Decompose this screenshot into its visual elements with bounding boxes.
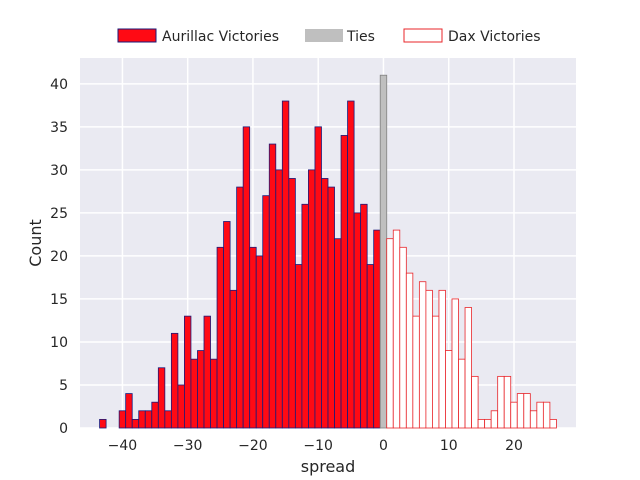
bar-series2-x2 — [392, 229, 401, 429]
x-tick-label: 20 — [505, 438, 523, 454]
bar-series0-x-21 — [242, 126, 251, 429]
bar-series0-x-18 — [262, 195, 270, 429]
x-tick-label: 0 — [379, 438, 388, 454]
bar-series0-x-43 — [99, 418, 107, 429]
bar-series0-x-28 — [197, 350, 205, 429]
bar-series0-x-1 — [373, 229, 381, 429]
legend-label-dax: Dax Victories — [448, 29, 541, 45]
bar-series0-x-39 — [125, 393, 133, 429]
y-tick-label: 30 — [50, 163, 68, 179]
bar-series0-x-11 — [308, 169, 316, 429]
bar-series2-x16 — [484, 418, 492, 429]
legend-label-aurillac: Aurillac Victories — [162, 29, 279, 45]
y-tick-label: 35 — [50, 120, 68, 136]
bar-series0-x-4 — [353, 212, 362, 429]
bar-series2-x4 — [405, 272, 414, 429]
bar-series0-x-30 — [184, 315, 192, 429]
bar-series2-x17 — [490, 410, 499, 429]
bar-series2-x19 — [503, 375, 512, 429]
y-tick-label: 25 — [50, 206, 68, 222]
bar-series2-x20 — [510, 401, 518, 429]
bar-series0-x-9 — [321, 178, 329, 429]
bar-series0-x-37 — [138, 410, 146, 429]
bar-series0-x-10 — [314, 126, 322, 429]
bar-series0-x-15 — [281, 100, 290, 429]
bar-series0-x-13 — [294, 264, 303, 429]
bar-series0-x-3 — [360, 203, 368, 429]
bar-series0-x-35 — [151, 401, 159, 429]
legend: Aurillac Victories Ties Dax Victories — [117, 28, 541, 45]
bar-series0-x-33 — [164, 410, 172, 429]
bar-series0-x-25 — [216, 246, 224, 429]
bar-series0-x-36 — [144, 410, 153, 429]
bar-series0-x-32 — [170, 332, 179, 429]
bar-series2-x3 — [399, 246, 407, 429]
bar-series0-x-20 — [249, 246, 257, 429]
y-tick-label: 15 — [50, 292, 68, 308]
bar-series2-x24 — [536, 401, 544, 429]
legend-swatch-ties — [305, 29, 343, 42]
bar-series0-x-2 — [366, 264, 375, 429]
bar-series1-x0 — [379, 74, 388, 429]
bar-series2-x11 — [451, 298, 459, 429]
bar-series2-x22 — [523, 393, 531, 429]
bar-series0-x-24 — [223, 221, 231, 429]
bar-series2-x21 — [516, 393, 525, 429]
bar-series0-x-12 — [301, 203, 309, 429]
bar-series2-x1 — [386, 238, 394, 429]
bar-series2-x18 — [497, 375, 505, 429]
bar-series0-x-27 — [203, 315, 211, 429]
bar-series2-x15 — [477, 418, 486, 429]
bar-series0-x-29 — [190, 358, 198, 429]
bar-series0-x-23 — [229, 289, 238, 429]
bar-series0-x-19 — [255, 255, 264, 429]
y-axis-label: Count — [26, 219, 45, 267]
bar-series0-x-22 — [236, 186, 244, 429]
x-tick-labels: −40 −30 −20 −10 0 10 20 — [108, 438, 523, 454]
y-tick-labels: 0 5 10 15 20 25 30 35 40 — [50, 77, 68, 437]
bars — [99, 74, 557, 429]
x-tick-label: −10 — [303, 438, 333, 454]
bar-series2-x23 — [529, 410, 538, 429]
x-tick-label: −20 — [238, 438, 268, 454]
bar-series2-x14 — [471, 375, 479, 429]
bar-series0-x-6 — [340, 135, 348, 429]
bar-series2-x5 — [412, 315, 420, 429]
bar-series0-x-26 — [210, 358, 218, 429]
bar-series0-x-8 — [327, 186, 335, 429]
bar-series0-x-14 — [288, 178, 296, 429]
y-tick-label: 5 — [59, 378, 68, 394]
y-tick-label: 40 — [50, 77, 68, 93]
y-tick-label: 0 — [59, 421, 68, 437]
bar-series2-x12 — [458, 358, 466, 429]
bar-series0-x-31 — [177, 384, 185, 429]
bar-series0-x-16 — [275, 169, 283, 429]
legend-label-ties: Ties — [346, 29, 375, 45]
bar-series2-x7 — [425, 289, 433, 429]
x-tick-label: −30 — [173, 438, 203, 454]
bar-series2-x26 — [549, 418, 557, 429]
bar-series2-x10 — [445, 350, 453, 429]
bar-series0-x-5 — [347, 100, 355, 429]
bar-series2-x13 — [464, 307, 472, 429]
x-tick-label: 10 — [440, 438, 458, 454]
bar-series0-x-7 — [334, 238, 342, 429]
x-tick-label: −40 — [108, 438, 138, 454]
y-tick-label: 20 — [50, 249, 68, 265]
y-tick-label: 10 — [50, 335, 68, 351]
bar-series2-x25 — [542, 401, 551, 429]
bar-series0-x-17 — [268, 143, 277, 429]
bar-series0-x-40 — [118, 410, 127, 429]
legend-swatch-dax — [403, 28, 443, 43]
legend-swatch-aurillac — [117, 28, 157, 43]
bar-series2-x9 — [438, 289, 446, 429]
bar-series0-x-34 — [157, 367, 166, 429]
bar-series2-x6 — [418, 281, 427, 429]
bar-series0-x-38 — [131, 418, 140, 429]
x-axis-label: spread — [301, 457, 356, 476]
bar-series2-x8 — [432, 315, 440, 429]
